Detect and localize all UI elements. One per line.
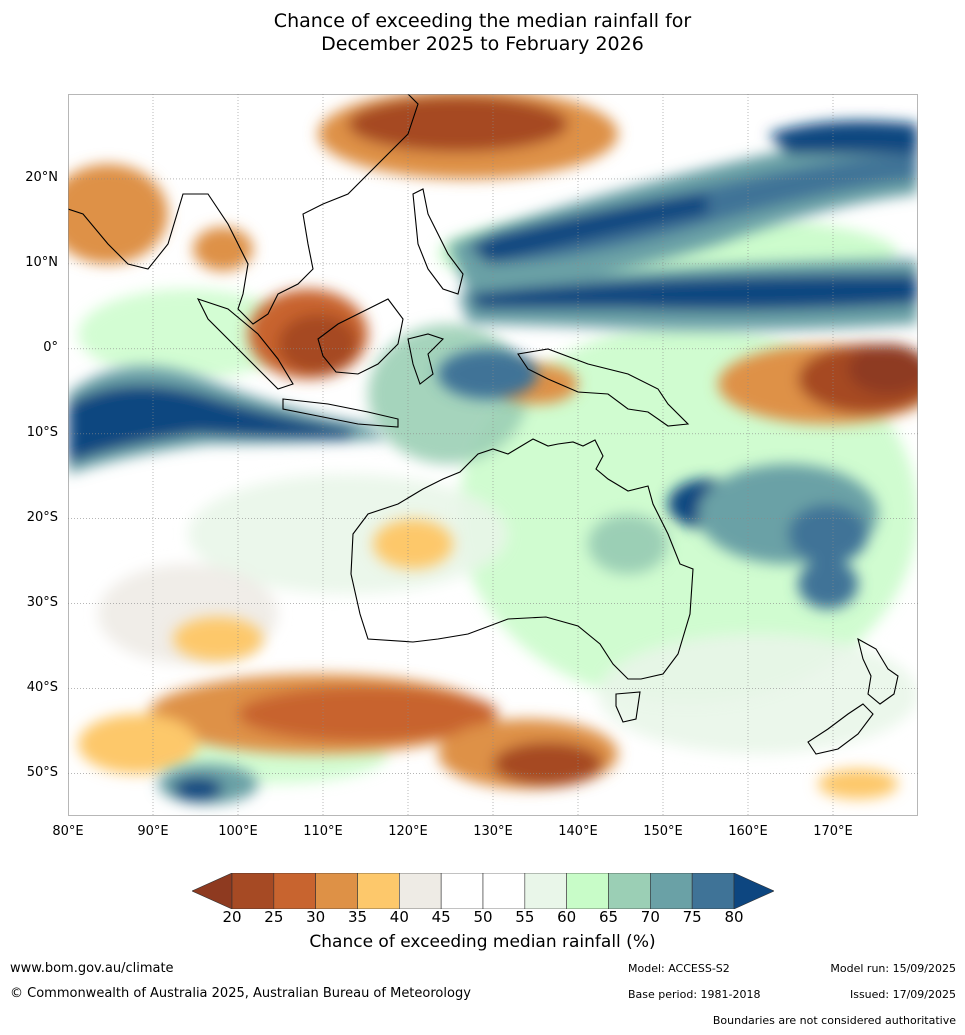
colorbar-tick-label: 70 bbox=[640, 908, 660, 926]
footer-copyright: © Commonwealth of Australia 2025, Austra… bbox=[10, 986, 471, 1001]
colorbar-segment bbox=[273, 872, 316, 910]
latitude-label: 0° bbox=[43, 339, 58, 355]
colorbar-tick-label: 25 bbox=[264, 908, 284, 926]
colorbar-segment bbox=[231, 872, 275, 910]
colorbar-tick-label: 75 bbox=[682, 908, 702, 926]
java-coastline bbox=[282, 398, 399, 428]
longitude-label: 100°E bbox=[218, 824, 258, 839]
colorbar-segment bbox=[691, 872, 735, 910]
latitude-label: 50°S bbox=[26, 764, 58, 780]
colorbar-tick-label: 50 bbox=[473, 908, 493, 926]
colorbar-tick-label: 65 bbox=[598, 908, 619, 926]
longitude-label: 150°E bbox=[643, 824, 683, 839]
latitude-label: 30°S bbox=[26, 594, 58, 610]
new-zealand-south bbox=[807, 703, 874, 755]
longitude-label: 170°E bbox=[813, 824, 853, 839]
map-frame bbox=[68, 94, 918, 816]
colorbar-graphic bbox=[191, 872, 775, 910]
tasmania-coastline bbox=[615, 691, 641, 723]
latitude-label: 20°N bbox=[25, 169, 58, 185]
colorbar-segment bbox=[566, 872, 609, 910]
philippines-coastline bbox=[412, 188, 464, 295]
colorbar-tick-label: 20 bbox=[222, 908, 242, 926]
new-guinea-coastline bbox=[517, 348, 690, 427]
latitude-label: 10°S bbox=[26, 424, 58, 440]
longitude-label: 140°E bbox=[558, 824, 598, 839]
colorbar-tick-label: 40 bbox=[389, 908, 409, 926]
colorbar-tick-label: 45 bbox=[431, 908, 451, 926]
map-title-line1: Chance of exceeding the median rainfall … bbox=[273, 10, 692, 32]
colorbar-segment bbox=[650, 872, 693, 910]
colorbar-segment bbox=[440, 872, 484, 910]
longitude-label: 110°E bbox=[303, 824, 343, 839]
colorbar-low-arrow bbox=[191, 872, 233, 910]
probability-field-dry bbox=[68, 94, 918, 799]
footer-base-period: Base period: 1981-2018 bbox=[628, 988, 761, 1001]
longitude-label: 130°E bbox=[473, 824, 513, 839]
colorbar-segment bbox=[357, 872, 400, 910]
footer-issued: Issued: 17/09/2025 bbox=[849, 988, 956, 1001]
colorbar-segment bbox=[608, 872, 651, 910]
footer-disclaimer: Boundaries are not considered authoritat… bbox=[712, 1014, 956, 1027]
colorbar-tick-label: 55 bbox=[515, 908, 535, 926]
longitude-label: 120°E bbox=[388, 824, 428, 839]
colorbar-tick-label: 30 bbox=[306, 908, 326, 926]
longitude-label: 90°E bbox=[137, 824, 169, 839]
colorbar-high-arrow bbox=[733, 872, 775, 910]
latitude-label: 40°S bbox=[26, 679, 58, 695]
longitude-label: 80°E bbox=[52, 824, 84, 839]
footer-model-run: Model run: 15/09/2025 bbox=[830, 962, 956, 975]
colorbar-tick-label: 35 bbox=[347, 908, 368, 926]
new-zealand-north bbox=[857, 637, 899, 705]
rainfall-map-canvas bbox=[68, 94, 918, 816]
australia-coastline bbox=[350, 438, 694, 680]
map-title: Chance of exceeding the median rainfall … bbox=[0, 10, 965, 56]
footer-url[interactable]: www.bom.gov.au/climate bbox=[10, 961, 174, 976]
colorbar-title: Chance of exceeding median rainfall (%) bbox=[309, 932, 656, 952]
colorbar-segment bbox=[315, 872, 358, 910]
sumatra-coastline bbox=[196, 298, 294, 390]
colorbar-segment bbox=[399, 872, 442, 910]
coastlines bbox=[68, 94, 899, 755]
graticule bbox=[68, 94, 918, 816]
borneo-coastline bbox=[317, 298, 404, 375]
longitude-label: 160°E bbox=[728, 824, 768, 839]
footer-model: Model: ACCESS-S2 bbox=[628, 962, 730, 975]
latitude-label: 20°S bbox=[26, 509, 58, 525]
colorbar-segment bbox=[524, 872, 567, 910]
asia-mainland-coastline bbox=[68, 94, 419, 325]
colorbar-segment bbox=[482, 872, 526, 910]
colorbar-tick-label: 80 bbox=[724, 908, 744, 926]
latitude-label: 10°N bbox=[25, 254, 58, 270]
colorbar-tick-label: 60 bbox=[557, 908, 577, 926]
sulawesi-coastline bbox=[407, 333, 445, 385]
colorbar bbox=[191, 872, 775, 910]
rainfall-map bbox=[68, 94, 918, 816]
map-title-line2: December 2025 to February 2026 bbox=[321, 33, 644, 55]
